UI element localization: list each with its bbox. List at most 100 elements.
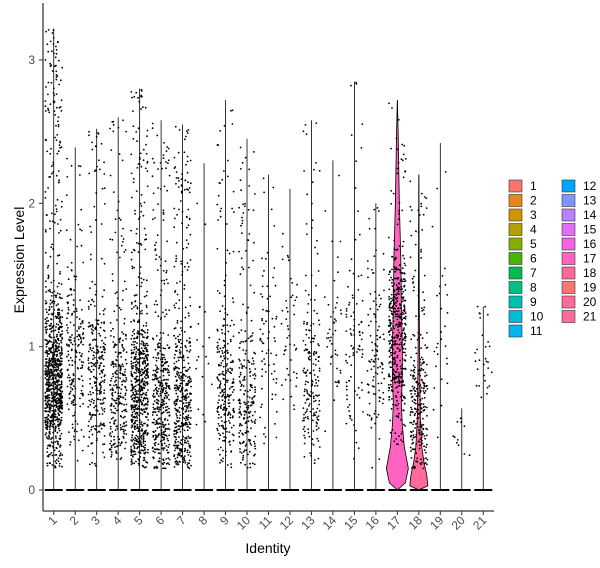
data-point: [112, 399, 115, 401]
data-point: [420, 458, 422, 461]
data-point: [69, 376, 71, 379]
data-point: [166, 428, 169, 430]
data-point: [92, 347, 94, 350]
data-point: [160, 379, 163, 382]
data-point: [195, 367, 198, 370]
data-point: [265, 320, 267, 323]
data-point: [254, 193, 256, 195]
data-point: [46, 455, 49, 457]
data-point: [398, 384, 400, 387]
data-point: [379, 303, 382, 306]
data-point: [109, 238, 112, 241]
data-point: [176, 414, 178, 417]
data-point: [59, 141, 62, 144]
data-point: [389, 306, 392, 309]
data-point: [247, 453, 249, 456]
data-point: [160, 425, 163, 428]
data-point: [60, 339, 62, 342]
data-point: [264, 371, 267, 373]
data-point: [303, 417, 305, 420]
data-point: [183, 366, 186, 369]
data-point: [151, 378, 154, 381]
data-point: [419, 421, 422, 423]
data-point: [229, 422, 231, 424]
data-point: [387, 383, 390, 386]
data-point: [304, 124, 307, 126]
data-point: [110, 379, 112, 382]
data-point: [444, 325, 446, 328]
data-point: [76, 316, 78, 319]
data-point: [187, 189, 190, 191]
data-point: [146, 401, 149, 404]
data-point: [52, 100, 55, 102]
data-point: [72, 401, 75, 404]
data-point: [393, 440, 396, 443]
data-point: [161, 167, 164, 170]
data-point: [142, 371, 144, 374]
data-point: [50, 322, 52, 325]
data-point: [138, 348, 140, 351]
data-point: [426, 458, 429, 461]
data-point: [163, 424, 166, 427]
data-point: [404, 354, 407, 357]
data-point: [424, 437, 426, 440]
data-point: [421, 362, 424, 365]
data-point: [218, 373, 221, 376]
data-point: [391, 362, 394, 364]
data-point: [247, 401, 250, 403]
data-point: [119, 396, 122, 399]
data-point: [139, 399, 142, 402]
data-point: [219, 364, 222, 367]
data-point: [162, 219, 165, 222]
data-point: [134, 421, 136, 424]
data-point: [179, 431, 182, 433]
data-point: [187, 435, 190, 438]
data-point: [403, 306, 406, 309]
data-point: [241, 365, 244, 368]
data-point: [80, 341, 82, 344]
data-point: [415, 443, 418, 445]
data-point: [413, 335, 416, 337]
data-point: [436, 294, 438, 297]
data-point: [49, 303, 52, 305]
data-point: [391, 281, 393, 284]
data-point: [82, 393, 84, 396]
data-point: [227, 351, 229, 354]
data-point: [302, 369, 305, 372]
data-point: [122, 422, 125, 425]
data-point: [164, 392, 166, 395]
data-point: [94, 219, 97, 221]
data-point: [134, 378, 137, 381]
data-point: [315, 284, 317, 287]
data-point: [110, 451, 113, 454]
data-point: [419, 412, 421, 414]
data-point: [103, 407, 106, 410]
data-point: [423, 458, 425, 460]
data-point: [392, 340, 395, 343]
data-point: [185, 402, 188, 404]
data-point: [116, 427, 119, 430]
data-point: [125, 424, 128, 427]
data-point: [312, 340, 315, 343]
data-point: [183, 441, 186, 444]
data-point: [145, 143, 147, 146]
data-point: [186, 418, 189, 421]
data-point: [248, 396, 251, 399]
data-point: [372, 300, 375, 302]
data-point: [88, 130, 90, 133]
data-point: [426, 406, 428, 409]
data-point: [394, 432, 397, 434]
data-point: [423, 387, 425, 389]
data-point: [432, 408, 435, 411]
data-point: [46, 316, 48, 319]
data-point: [118, 438, 121, 441]
data-point: [186, 376, 189, 379]
data-point: [69, 357, 72, 359]
data-point: [401, 159, 404, 162]
data-point: [400, 367, 403, 370]
data-point: [400, 392, 403, 395]
data-point: [417, 370, 420, 372]
data-point: [134, 381, 137, 384]
data-point: [249, 340, 252, 343]
data-point: [158, 460, 161, 463]
